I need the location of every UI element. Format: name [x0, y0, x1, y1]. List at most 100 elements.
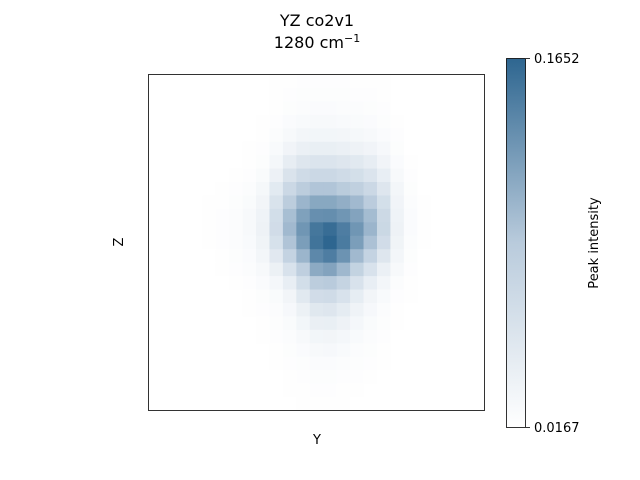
heatmap-cell	[215, 329, 230, 344]
heatmap-cell	[242, 168, 257, 183]
heatmap-cell	[363, 182, 378, 196]
heatmap-cell	[215, 235, 230, 250]
heatmap-cell	[282, 249, 297, 264]
heatmap-cell	[229, 101, 243, 116]
heatmap-cell	[350, 141, 364, 156]
heatmap-cell	[256, 141, 270, 156]
heatmap-cell	[363, 370, 378, 385]
heatmap-cell	[417, 101, 432, 116]
heatmap-cell	[242, 182, 257, 196]
chart-title-line1: YZ co2v1	[279, 11, 354, 30]
heatmap-cell	[350, 195, 364, 210]
heatmap-cell	[215, 128, 230, 143]
heatmap-cell	[296, 101, 311, 116]
heatmap-cell	[229, 114, 243, 129]
heatmap-cell	[350, 155, 364, 169]
colorbar-max-label: 0.1652	[534, 52, 580, 67]
heatmap-cell	[457, 222, 472, 237]
heatmap-cell	[363, 302, 378, 317]
heatmap-cell	[175, 168, 190, 183]
heatmap-cell	[282, 195, 297, 210]
heatmap-cell	[376, 262, 391, 277]
heatmap-cell	[430, 329, 445, 344]
heatmap-cell	[175, 383, 190, 398]
heatmap-cell	[417, 356, 432, 371]
heatmap-cell	[202, 182, 217, 196]
heatmap-cell	[148, 235, 163, 250]
heatmap-cell	[363, 155, 378, 169]
heatmap-cell	[363, 397, 378, 411]
heatmap-cell	[175, 155, 190, 169]
heatmap-cell	[161, 168, 176, 183]
heatmap-cell	[323, 329, 338, 344]
heatmap-cell	[175, 356, 190, 371]
title-superscript: −1	[344, 32, 360, 45]
heatmap-cell	[403, 383, 418, 398]
heatmap-cell	[148, 397, 163, 411]
heatmap-cell	[269, 302, 284, 317]
heatmap-cell	[457, 289, 472, 304]
heatmap-cell	[417, 128, 432, 143]
heatmap-cell	[376, 114, 391, 129]
heatmap-cell	[296, 370, 311, 385]
heatmap-cell	[390, 276, 405, 290]
heatmap-cell	[323, 356, 338, 371]
heatmap-cell	[336, 114, 351, 129]
heatmap-cell	[323, 276, 338, 290]
heatmap-cell	[323, 155, 338, 169]
heatmap-cell	[363, 195, 378, 210]
heatmap-cell	[215, 208, 230, 223]
heatmap-cell	[215, 397, 230, 411]
heatmap-cell	[417, 235, 432, 250]
heatmap-cell	[457, 208, 472, 223]
heatmap-cell	[350, 276, 364, 290]
heatmap-cell	[323, 316, 338, 331]
heatmap-cell	[175, 222, 190, 237]
plot-frame	[148, 74, 485, 411]
heatmap-cell	[229, 155, 243, 169]
heatmap-cell	[430, 383, 445, 398]
heatmap-cell	[202, 329, 217, 344]
heatmap-cell	[309, 276, 324, 290]
heatmap-cell	[269, 249, 284, 264]
heatmap-cell	[256, 114, 270, 129]
heatmap-cell	[471, 316, 485, 331]
heatmap-cell	[430, 397, 445, 411]
heatmap-cell	[336, 208, 351, 223]
heatmap-cell	[188, 87, 203, 102]
heatmap-cell	[256, 195, 270, 210]
heatmap-cell	[309, 262, 324, 277]
heatmap-cell	[215, 289, 230, 304]
heatmap-cell	[350, 289, 364, 304]
heatmap-cell	[350, 101, 364, 116]
heatmap-cell	[403, 316, 418, 331]
heatmap-cell	[188, 249, 203, 264]
heatmap-cell	[148, 343, 163, 358]
heatmap-cell	[282, 141, 297, 156]
heatmap-cell	[363, 383, 378, 398]
title-value: 1280 cm	[274, 33, 344, 52]
heatmap-cell	[229, 370, 243, 385]
heatmap-cell	[242, 356, 257, 371]
heatmap-cell	[323, 141, 338, 156]
heatmap-cell	[417, 168, 432, 183]
heatmap-cell	[350, 208, 364, 223]
heatmap-cell	[390, 155, 405, 169]
heatmap-cell	[296, 262, 311, 277]
heatmap-cell	[309, 195, 324, 210]
heatmap-cell	[229, 222, 243, 237]
heatmap-cell	[175, 343, 190, 358]
heatmap-cell	[242, 329, 257, 344]
heatmap-cell	[269, 397, 284, 411]
heatmap-cell	[296, 222, 311, 237]
heatmap-cell	[417, 370, 432, 385]
heatmap-cell	[269, 289, 284, 304]
heatmap-cell	[148, 87, 163, 102]
heatmap-cell	[309, 370, 324, 385]
heatmap-cell	[444, 289, 459, 304]
heatmap-cells	[148, 74, 485, 411]
heatmap-cell	[148, 195, 163, 210]
heatmap-cell	[376, 383, 391, 398]
heatmap-cell	[430, 249, 445, 264]
heatmap-cell	[390, 195, 405, 210]
